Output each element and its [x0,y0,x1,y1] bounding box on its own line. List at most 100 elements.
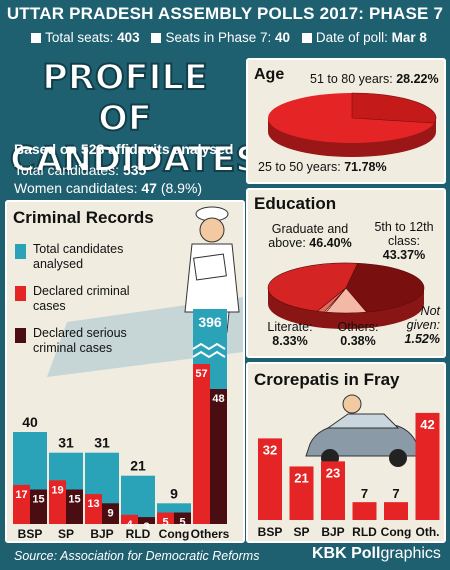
edu-graduate-label: Graduate and above: [268,222,349,250]
poll-date-label: Date of poll: [315,30,388,45]
phase-seats-label: Seats in Phase 7: [165,30,272,45]
edu-others-value: 0.38% [340,334,376,348]
edu-notgiven-label: Not given: [406,304,440,332]
category-label-RLD: RLD [126,527,151,541]
crore-category-Cong: Cong [381,525,412,539]
crore-bar-Cong [384,502,408,520]
edu-literate-label: Literate: [267,320,313,334]
category-label-BJP: BJP [90,527,113,541]
crore-value-BSP: 32 [263,442,277,457]
edu-label-graduate: Graduate and above: 46.40% [260,222,360,250]
bullet-square-icon [151,33,162,43]
profile-line-1: PROFILE OF [41,57,209,140]
category-label-SP: SP [58,527,74,541]
crore-value-Oth.: 42 [420,417,434,432]
edu-label-notgiven: Not given: 1.52% [394,304,440,346]
total-candidates-stat: Total candidates: 535 [14,162,146,178]
edu-notgiven-value: 1.52% [404,332,440,346]
bar-serious-Cong [174,512,191,524]
bullet-square-icon [31,33,42,43]
bar-criminal-BJP [85,494,102,524]
age-title: Age [254,66,285,83]
edu-others-label: Others: [337,320,379,334]
main-title: UTTAR PRADESH ASSEMBLY POLLS 2017: PHASE… [6,4,444,23]
crorepatis-bar-chart: 32 BSP 21 SP 23 BJP 7 RLD 7 Cong 42 Oth. [258,412,440,539]
crore-value-Cong: 7 [392,486,399,501]
edu-literate-value: 8.33% [272,334,308,348]
bar-criminal-SP [49,480,66,524]
crore-category-BJP: BJP [321,525,344,539]
label-serious-Cong: 5 [179,517,185,529]
total-candidates-label: Total candidates: [14,162,120,178]
crore-bar-BSP [258,438,282,520]
brand-logo: KBK Pollgraphics [312,545,441,563]
label-serious-RLD: 3 [143,521,149,533]
legend-label-total: Total candidates analysed [33,242,124,271]
age-younger-value: 71.78% [344,160,387,174]
label-serious-BSP: 15 [32,494,44,506]
edu-label-others: Others: 0.38% [328,320,388,348]
total-seats-label: Total seats: [45,30,114,45]
legend-swatch-maroon [15,328,26,343]
label-total-BJP: 31 [94,435,110,451]
edu-school-label: 5th to 12th class: [374,220,434,248]
criminal-records-panel: Criminal Records Total candidates analys… [5,200,245,543]
crore-category-SP: SP [293,525,309,539]
header-facts: Total seats: 403 Seats in Phase 7: 40 Da… [0,30,450,45]
bar-serious-Others [210,389,227,524]
bar-criminal-RLD [121,514,138,524]
phase-seats-value: 40 [275,30,291,45]
label-serious-Others: 48 [212,393,224,405]
label-total-Cong: 9 [170,485,178,501]
category-label-Cong: Cong [159,527,190,541]
edu-school-value: 43.37% [382,248,426,262]
label-total-SP: 31 [58,435,74,451]
crorepatis-panel: Crorepatis in Fray 32 BSP 21 SP 23 BJP 7 RLD 7 Co… [246,362,446,543]
edu-slice-1 [345,262,425,313]
legend-label-serious: Declared serious criminal cases [33,326,127,355]
total-candidates-value: 535 [122,162,147,178]
bullet-square-icon [301,33,312,43]
crore-value-RLD: 7 [361,486,368,501]
education-panel: Education Graduate and above: 46.40% 5th… [246,188,446,358]
car-illustration [305,394,421,467]
age-label-older: 51 to 80 years: 28.22% [310,72,439,86]
legend-swatch-teal [15,244,26,259]
education-title: Education [254,194,337,213]
women-candidates-pct: (8.9%) [160,180,203,196]
label-serious-SP: 15 [68,494,80,506]
bar-criminal-Cong [157,512,174,524]
poll-date-value: Mar 8 [391,30,427,45]
edu-graduate-value: 46.40% [309,236,352,250]
bar-serious-RLD [138,517,155,524]
label-criminal-Cong: 5 [162,517,168,529]
brand-suffix: graphics [380,545,441,562]
edu-slice-0 [267,262,359,312]
label-criminal-BSP: 17 [15,489,27,501]
brand-prefix: KBK Poll [312,545,381,562]
profile-headline: PROFILE OF CANDIDATES [9,57,262,181]
label-serious-BJP: 9 [107,507,113,519]
crore-value-BJP: 23 [326,465,340,480]
crore-category-RLD: RLD [352,525,377,539]
age-label-younger: 25 to 50 years: 71.78% [258,160,387,174]
label-total-Others: 396 [198,314,222,330]
based-on-note: Based on 528 affidavits analysed [14,141,234,157]
crore-category-BSP: BSP [258,525,283,539]
bar-serious-SP [66,489,83,524]
edu-label-school: 5th to 12th class: 43.37% [366,220,442,262]
age-panel: Age 51 to 80 years: 28.22% 25 to 50 year… [246,58,446,184]
bar-criminal-Others [193,364,210,524]
age-older-value: 28.22% [396,72,439,86]
car-icon [305,394,421,467]
age-pie-chart [268,92,437,157]
bar-serious-BSP [30,489,47,524]
axis-break-icon [192,342,226,359]
women-candidates-label: Women candidates: [14,180,138,196]
crore-value-SP: 21 [294,470,308,485]
profile-line-2: CANDIDATES [9,139,262,181]
label-criminal-SP: 19 [51,484,63,496]
crore-bar-RLD [352,502,377,520]
age-slice-older [351,92,437,124]
